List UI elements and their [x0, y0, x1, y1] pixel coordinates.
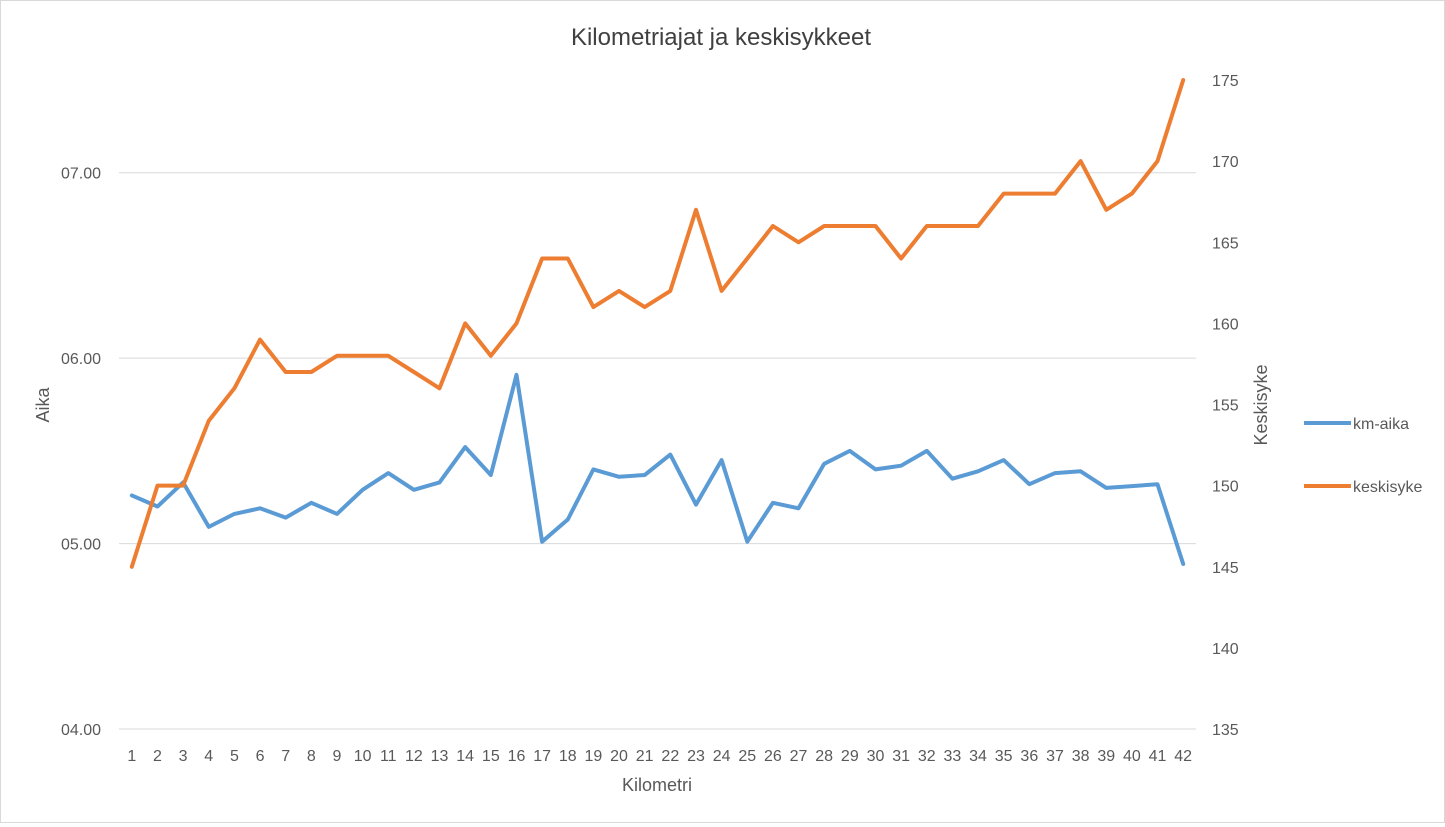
y2-tick-label: 160: [1212, 316, 1239, 333]
y-axis-title: Aika: [33, 387, 53, 423]
x-tick-label: 22: [661, 748, 679, 765]
x-tick-label: 6: [256, 748, 265, 765]
x-tick-label: 24: [713, 748, 731, 765]
x-tick-label: 16: [508, 748, 526, 765]
x-tick-label: 21: [636, 748, 654, 765]
y2-tick-label: 170: [1212, 154, 1239, 171]
x-tick-label: 33: [943, 748, 961, 765]
x-axis-ticks: 1 2 3 4 5 6 7 8 9 10 11 12 13 14 15 16 17 18 19 20 21 22 23 24 2…: [127, 748, 1192, 765]
x-tick-label: 3: [179, 748, 188, 765]
x-tick-label: 30: [867, 748, 885, 765]
x-tick-label: 31: [892, 748, 910, 765]
x-tick-label: 41: [1149, 748, 1167, 765]
x-tick-label: 14: [456, 748, 474, 765]
x-tick-label: 10: [354, 748, 372, 765]
x-tick-label: 9: [333, 748, 342, 765]
y2-axis-ticks: 135 140 145 150 155 160 165 170 175: [1212, 73, 1239, 739]
y-tick-label: 05.00: [61, 537, 101, 554]
x-tick-label: 13: [431, 748, 449, 765]
x-tick-label: 39: [1097, 748, 1115, 765]
x-tick-label: 18: [559, 748, 577, 765]
x-tick-label: 5: [230, 748, 239, 765]
y-tick-label: 07.00: [61, 166, 101, 183]
x-tick-label: 36: [1020, 748, 1038, 765]
y-tick-label: 04.00: [61, 722, 101, 739]
x-tick-label: 27: [790, 748, 808, 765]
x-tick-label: 17: [533, 748, 551, 765]
x-tick-label: 29: [841, 748, 859, 765]
y2-tick-label: 140: [1212, 641, 1239, 658]
legend-label-km-aika: km-aika: [1353, 416, 1409, 433]
x-axis-title: Kilometri: [622, 775, 692, 795]
x-tick-label: 8: [307, 748, 316, 765]
y2-tick-label: 150: [1212, 479, 1239, 496]
y2-tick-label: 175: [1212, 73, 1239, 90]
x-tick-label: 11: [380, 748, 397, 765]
y2-tick-label: 135: [1212, 722, 1239, 739]
x-tick-label: 38: [1072, 748, 1090, 765]
x-tick-label: 4: [204, 748, 213, 765]
legend-label-keskisyke: keskisyke: [1353, 479, 1422, 496]
series-line-km-aika: [129, 372, 1186, 566]
x-tick-label: 2: [153, 748, 162, 765]
x-tick-label: 25: [738, 748, 756, 765]
series-lines: [129, 78, 1186, 569]
x-tick-label: 20: [610, 748, 628, 765]
y2-axis-title: Keskisyke: [1251, 364, 1271, 445]
x-tick-label: 32: [918, 748, 936, 765]
x-tick-label: 34: [969, 748, 987, 765]
gridlines: [119, 172, 1196, 545]
x-tick-label: 37: [1046, 748, 1064, 765]
y2-tick-label: 165: [1212, 235, 1239, 252]
x-tick-label: 26: [764, 748, 782, 765]
x-tick-label: 35: [995, 748, 1013, 765]
series-line-keskisyke: [129, 78, 1186, 569]
x-tick-label: 42: [1174, 748, 1192, 765]
x-tick-label: 28: [815, 748, 833, 765]
x-tick-label: 19: [584, 748, 602, 765]
legend: km-aika keskisyke: [1304, 416, 1422, 496]
y2-tick-label: 145: [1212, 560, 1239, 577]
y-tick-label: 06.00: [61, 351, 101, 368]
x-tick-label: 40: [1123, 748, 1141, 765]
x-tick-label: 12: [405, 748, 423, 765]
y2-tick-label: 155: [1212, 398, 1239, 415]
y-axis-ticks: 04.00 05.00 06.00 07.00: [61, 166, 101, 739]
x-tick-label: 1: [127, 748, 136, 765]
x-tick-label: 15: [482, 748, 500, 765]
x-tick-label: 23: [687, 748, 705, 765]
x-tick-label: 7: [281, 748, 290, 765]
chart-title: Kilometriajat ja keskisykkeet: [571, 24, 871, 51]
